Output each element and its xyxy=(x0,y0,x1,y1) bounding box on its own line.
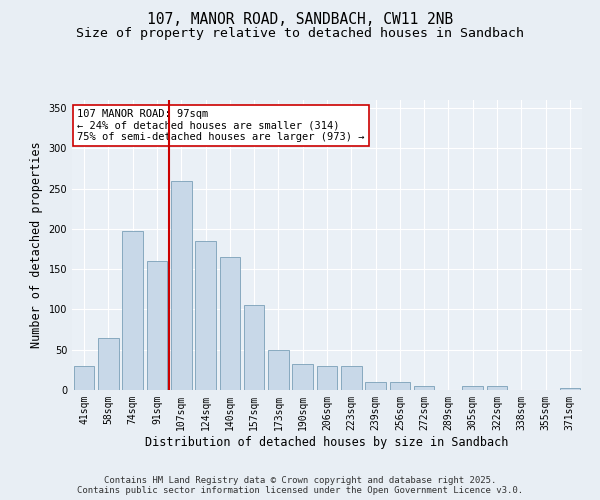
Bar xyxy=(389,382,410,390)
Bar xyxy=(463,386,483,390)
X-axis label: Distribution of detached houses by size in Sandbach: Distribution of detached houses by size … xyxy=(145,436,509,448)
Bar xyxy=(122,232,143,390)
Bar xyxy=(220,257,240,390)
Bar xyxy=(146,261,167,390)
Text: 107, MANOR ROAD, SANDBACH, CW11 2NB: 107, MANOR ROAD, SANDBACH, CW11 2NB xyxy=(147,12,453,28)
Y-axis label: Number of detached properties: Number of detached properties xyxy=(30,142,43,348)
Bar xyxy=(341,366,362,390)
Bar xyxy=(487,386,508,390)
Bar xyxy=(171,180,191,390)
Text: 107 MANOR ROAD: 97sqm
← 24% of detached houses are smaller (314)
75% of semi-det: 107 MANOR ROAD: 97sqm ← 24% of detached … xyxy=(77,108,365,142)
Bar xyxy=(268,350,289,390)
Bar xyxy=(244,306,265,390)
Bar xyxy=(98,338,119,390)
Text: Size of property relative to detached houses in Sandbach: Size of property relative to detached ho… xyxy=(76,28,524,40)
Bar xyxy=(317,366,337,390)
Text: Contains HM Land Registry data © Crown copyright and database right 2025.
Contai: Contains HM Land Registry data © Crown c… xyxy=(77,476,523,495)
Bar xyxy=(292,364,313,390)
Bar xyxy=(195,241,216,390)
Bar xyxy=(365,382,386,390)
Bar xyxy=(560,388,580,390)
Bar xyxy=(74,366,94,390)
Bar xyxy=(414,386,434,390)
